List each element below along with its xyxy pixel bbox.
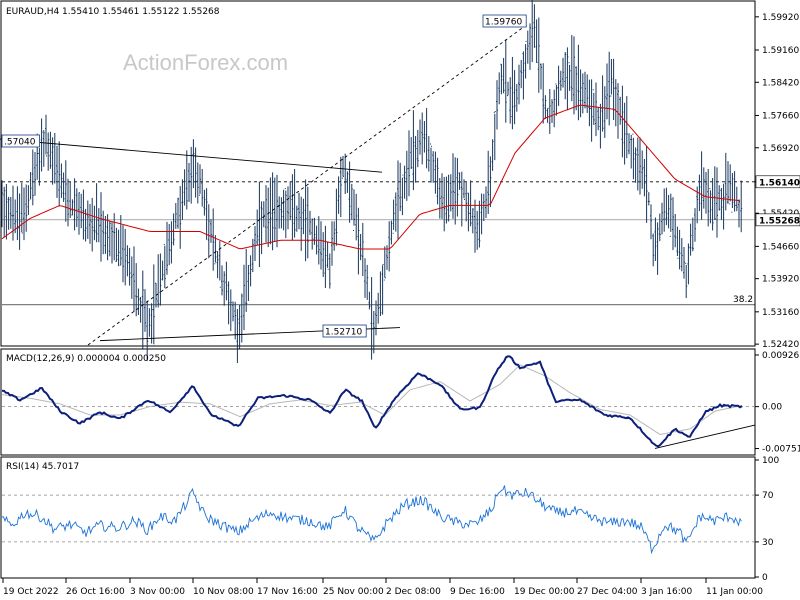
axes: 1.59920 1.59160 1.58420 1.57660 1.56920 1.561… [2, 13, 800, 597]
trendline [0, 138, 383, 173]
macd-main-line [1, 355, 743, 448]
moving-average-line [1, 104, 741, 250]
dashed-trendline [87, 23, 529, 346]
price-plot: 38.2 1.59760 1.52710 .57040 [0, 0, 755, 364]
price-tick-label: 1.57660 [762, 111, 799, 121]
macd-tick-label: 0.00 [762, 403, 782, 413]
time-tick-label: 19 Dec 00:00 [514, 587, 575, 597]
rsi-panel-frame [0, 456, 756, 579]
rsi-label: RSI(14) 45.7017 [6, 462, 79, 472]
watermark: ActionForex.com [123, 50, 288, 75]
level-axis-label-box [755, 175, 800, 189]
rsi-tick-label: 30 [762, 538, 774, 548]
price-tick-label: 1.56920 [762, 144, 799, 154]
time-tick-label: 17 Nov 16:00 [257, 587, 318, 597]
time-tick-label: 11 Jan 00:00 [706, 587, 763, 597]
macd-tick-label: -0.007517 [762, 445, 800, 455]
macd-plot [1, 355, 756, 449]
macd-tick-label: 0.009263 [762, 351, 800, 361]
macd-label: MACD(12,26,9) 0.000004 0.000250 [6, 354, 166, 364]
rsi-plot [1, 485, 755, 555]
time-tick-label: 2 Dec 08:00 [386, 587, 441, 597]
low-price-label-box [322, 324, 367, 338]
symbol-header: EURAUD,H4 1.55410 1.55461 1.55122 1.5526… [6, 7, 220, 17]
current-price-axis-label: 1.55268 [759, 216, 800, 226]
level-axis-label: 1.56140 [759, 178, 800, 188]
high-price-label-box [482, 14, 527, 28]
time-tick-label: 10 Nov 08:00 [193, 587, 254, 597]
price-panel-frame [0, 0, 756, 347]
price-tick-label: 1.53920 [762, 275, 799, 285]
price-tick-label: 1.52420 [762, 340, 799, 350]
price-tick-label: 1.54660 [762, 242, 799, 252]
rsi-tick-label: 70 [762, 491, 774, 501]
price-tick-label: 1.59920 [762, 13, 799, 23]
time-tick-label: 9 Dec 16:00 [450, 587, 505, 597]
time-tick-label: 3 Nov 00:00 [130, 587, 185, 597]
time-tick-label: 27 Dec 04:00 [577, 587, 638, 597]
rsi-tick-label: 100 [762, 456, 779, 466]
price-tick-label: 1.53160 [762, 308, 799, 318]
time-tick-label: 3 Jan 16:00 [641, 587, 693, 597]
left-price-label-box [1, 134, 40, 148]
rsi-line [1, 485, 742, 555]
macd-panel-frame [0, 348, 756, 456]
fib-level-label: 38.2 [733, 295, 753, 305]
macd-trendline [654, 424, 756, 449]
current-price-axis-label-box [755, 213, 800, 227]
left-price-label: .57040 [4, 138, 36, 148]
low-price-label: 1.52710 [325, 328, 362, 338]
time-tick-label: 25 Nov 00:00 [323, 587, 384, 597]
price-bars [1, 0, 743, 364]
time-tick-label: 26 Oct 16:00 [66, 587, 125, 597]
time-tick-label: 19 Oct 2022 [3, 587, 59, 597]
price-tick-label: 1.59160 [762, 46, 799, 56]
rsi-tick-label: 0 [762, 573, 768, 583]
high-price-label: 1.59760 [485, 18, 522, 28]
price-tick-label: 1.58420 [762, 78, 799, 88]
